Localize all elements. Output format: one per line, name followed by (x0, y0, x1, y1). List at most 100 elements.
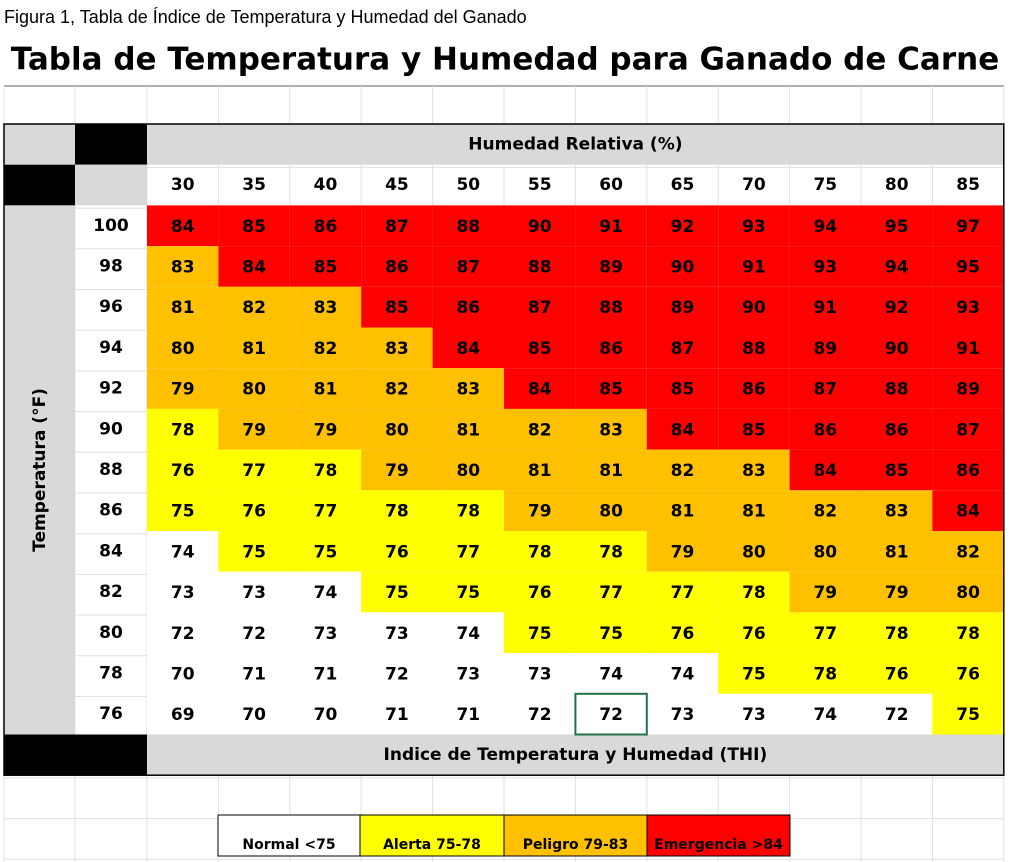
thi-cell (789, 286, 861, 328)
thi-cell (861, 408, 933, 450)
thi-value: 85 (599, 380, 623, 400)
row-label: 84 (99, 541, 123, 561)
row-header: Temperatura (°F) (30, 388, 50, 552)
row-label: 98 (99, 256, 123, 276)
thi-value: 80 (956, 583, 980, 603)
thi-cell (789, 408, 861, 450)
thi-value: 74 (456, 624, 480, 644)
thi-value: 75 (956, 705, 980, 725)
thi-cell (361, 612, 433, 654)
thi-value: 73 (171, 583, 195, 603)
thi-value: 75 (528, 624, 552, 644)
thi-cell (718, 693, 790, 735)
thi-value: 87 (456, 257, 480, 277)
thi-cell (718, 653, 790, 694)
thi-cell (432, 449, 504, 491)
thi-value: 82 (956, 542, 980, 562)
thi-value: 93 (956, 298, 980, 318)
thi-cell (432, 490, 504, 531)
row-label: 78 (99, 663, 123, 683)
thi-cell (932, 246, 1004, 287)
thi-value: 86 (314, 217, 338, 237)
thi-cell (432, 612, 504, 654)
legend-label: Peligro 79-83 (523, 837, 629, 853)
thi-value: 84 (813, 461, 837, 481)
thi-value: 75 (242, 542, 266, 562)
column-label: 30 (171, 175, 195, 195)
thi-value: 71 (385, 705, 409, 725)
thi-cell (432, 368, 504, 409)
thi-value: 84 (456, 339, 480, 359)
thi-value: 76 (885, 664, 909, 684)
row-label: 82 (99, 582, 123, 602)
thi-cell (504, 653, 576, 694)
thi-cell (932, 571, 1004, 613)
thi-value: 74 (171, 542, 195, 562)
thi-value: 78 (171, 420, 195, 440)
column-label: 50 (456, 175, 480, 195)
legend-swatch (646, 814, 791, 857)
thi-cell (932, 490, 1004, 531)
thi-value: 86 (813, 420, 837, 440)
thi-value: 72 (599, 705, 623, 725)
thi-cell (504, 612, 576, 654)
thi-value: 86 (885, 420, 909, 440)
thi-cell (575, 531, 647, 572)
thi-value: 91 (599, 217, 623, 237)
legend-swatch (359, 814, 505, 857)
thi-value: 90 (742, 298, 766, 318)
thi-value: 73 (528, 664, 552, 684)
thi-value: 81 (742, 502, 766, 522)
thi-cell (932, 327, 1004, 369)
thi-cell (289, 246, 362, 287)
thi-cell (504, 368, 576, 409)
thi-value: 70 (171, 664, 195, 684)
thi-value: 75 (385, 583, 409, 603)
thi-cell (147, 205, 219, 247)
thi-cell (646, 571, 719, 613)
thi-value: 79 (171, 380, 195, 400)
thi-value: 91 (956, 339, 980, 359)
thi-value: 76 (242, 502, 266, 522)
corner-cell (4, 124, 75, 165)
thi-cell (789, 246, 861, 287)
thi-value: 78 (314, 461, 338, 481)
thi-cell (646, 449, 719, 491)
thi-value: 81 (885, 542, 909, 562)
thi-cell (718, 490, 790, 531)
legend-label: Alerta 75-78 (383, 837, 481, 853)
thi-cell (289, 531, 362, 572)
thi-value: 76 (671, 624, 695, 644)
thi-cell (575, 490, 647, 531)
thi-cell (861, 571, 933, 613)
thi-value: 80 (242, 380, 266, 400)
thi-cell (932, 653, 1004, 694)
thi-value: 78 (385, 502, 409, 522)
thi-value: 75 (314, 542, 338, 562)
thi-value: 85 (671, 380, 695, 400)
thi-value: 84 (956, 502, 980, 522)
thi-cell (789, 693, 861, 735)
thi-value: 81 (314, 380, 338, 400)
thi-cell (218, 205, 290, 247)
thi-cell (861, 612, 933, 654)
thi-cell (218, 246, 290, 287)
caption: Figura 1, Tabla de Índice de Temperatura… (4, 7, 527, 27)
thi-value: 79 (385, 461, 409, 481)
thi-cell (789, 571, 861, 613)
thi-value: 71 (456, 705, 480, 725)
thi-cell (218, 327, 290, 369)
thi-value: 69 (171, 705, 195, 725)
thi-cell (861, 653, 933, 694)
thi-value: 86 (742, 380, 766, 400)
thi-cell (646, 205, 719, 247)
thi-cell (504, 449, 576, 491)
thi-value: 75 (742, 664, 766, 684)
column-label: 35 (242, 175, 266, 195)
thi-value: 89 (599, 257, 623, 277)
row-label: 96 (99, 297, 123, 317)
thi-value: 92 (885, 298, 909, 318)
thi-value: 89 (671, 298, 695, 318)
column-label: 40 (314, 175, 338, 195)
